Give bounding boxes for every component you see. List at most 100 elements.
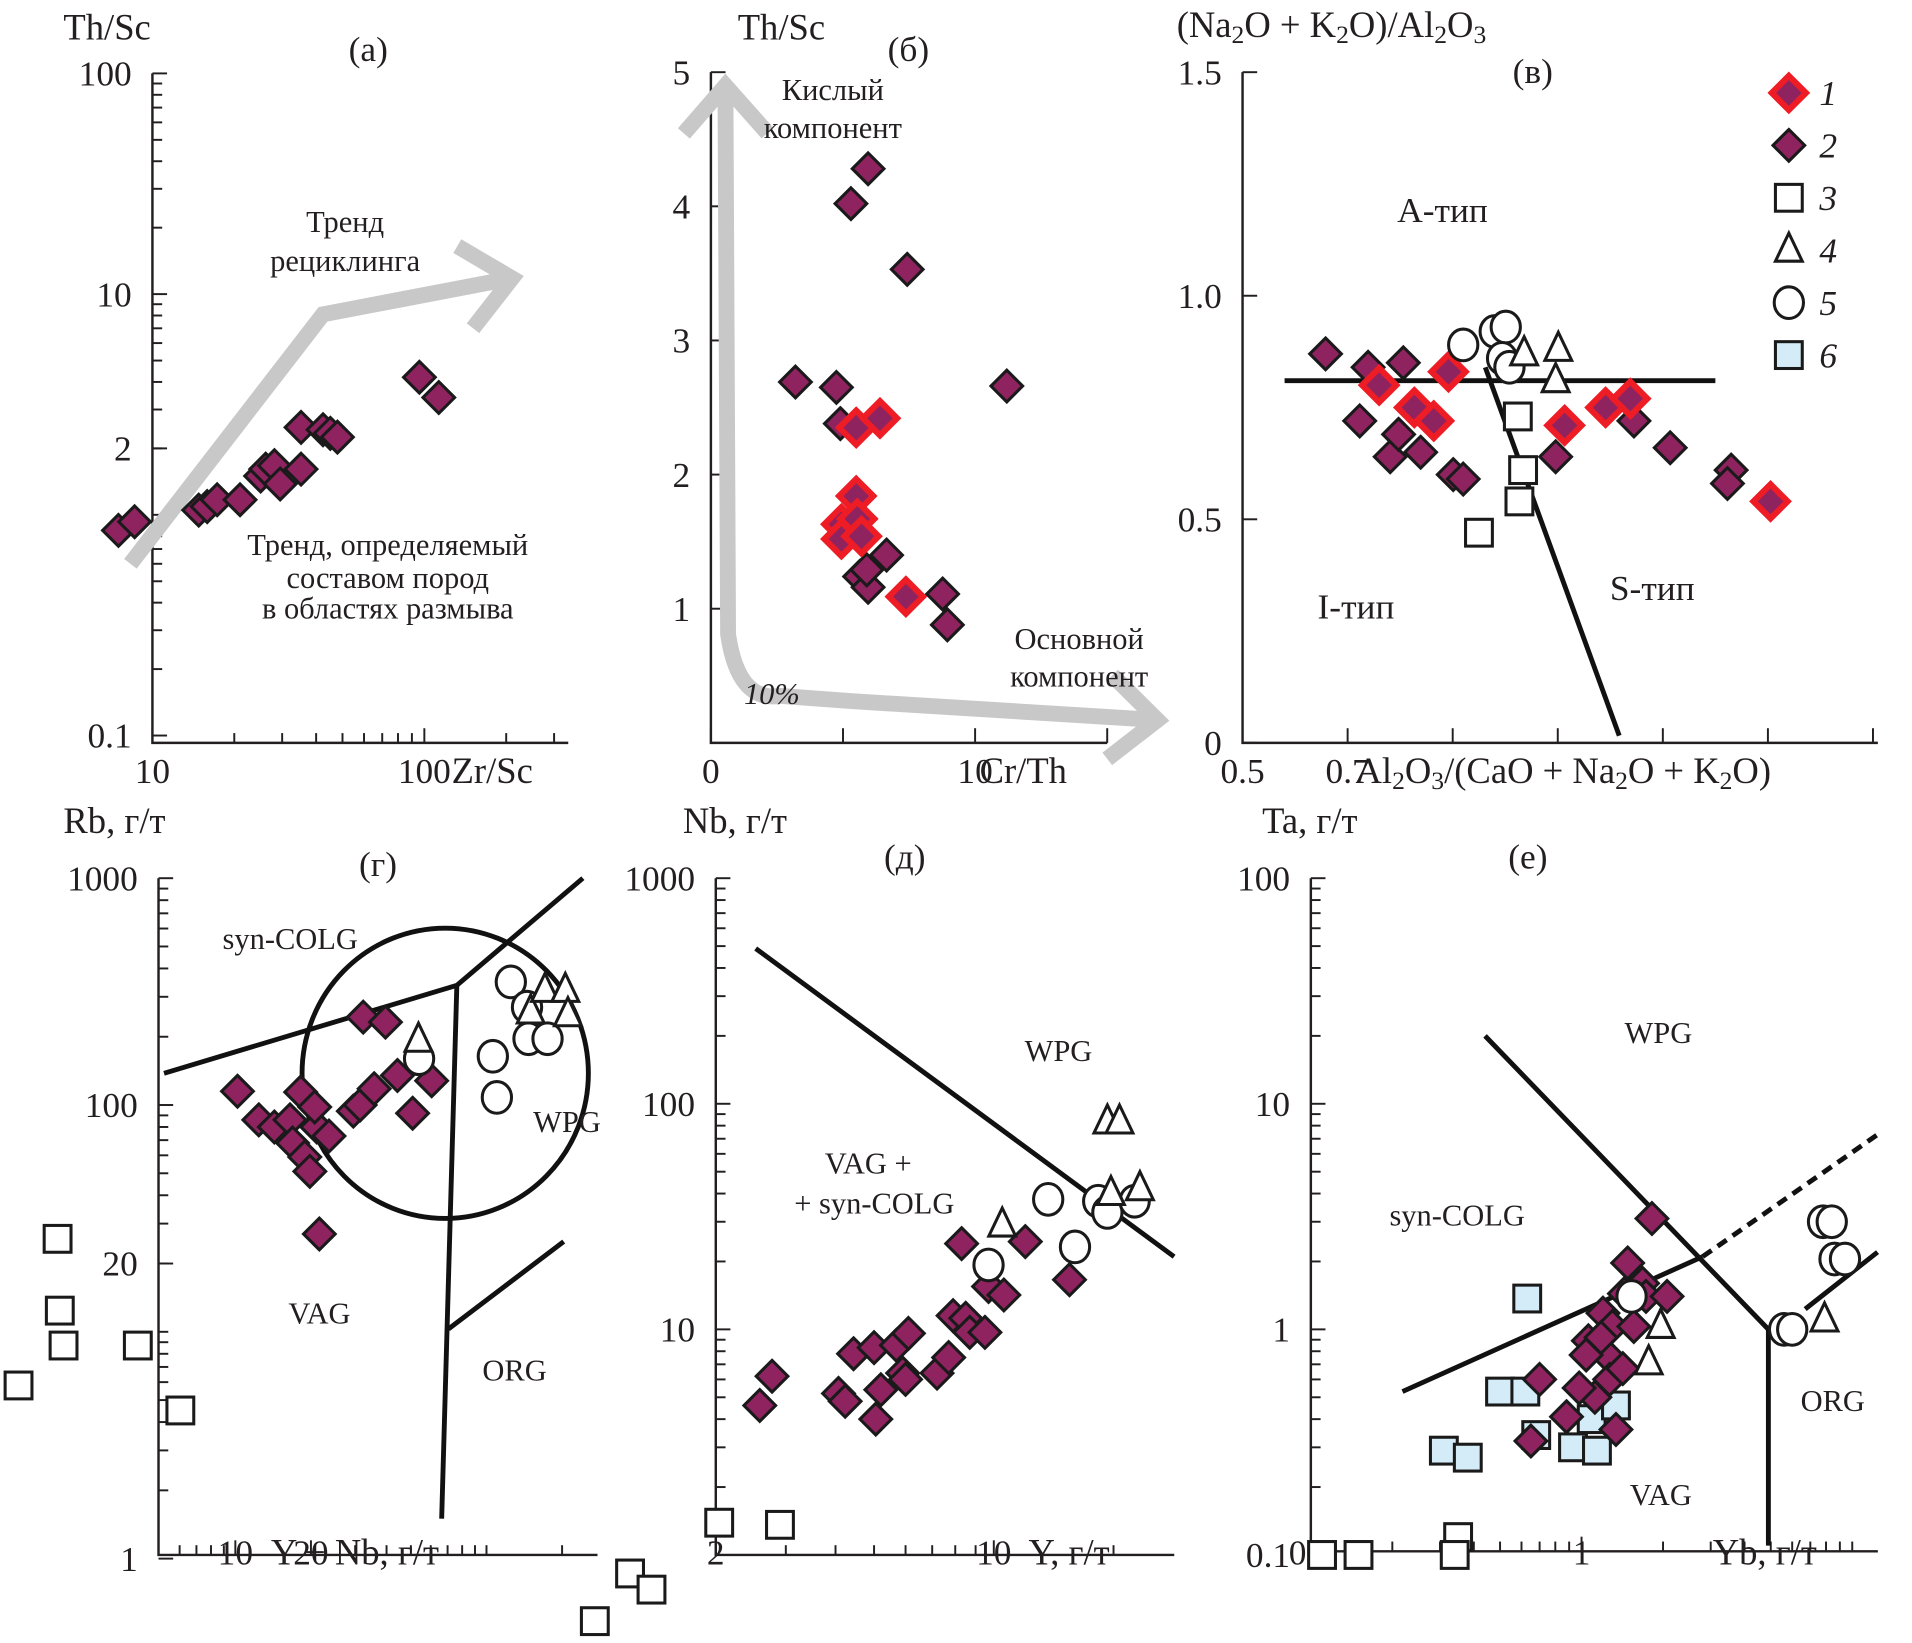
y-tick-label: 5 [672, 52, 690, 92]
data-point [1485, 1376, 1515, 1407]
data-point [1644, 1305, 1677, 1339]
data-point [1343, 1540, 1374, 1570]
data-point [827, 1383, 864, 1420]
x-tick-label: 10 [957, 751, 992, 791]
data-point [850, 150, 887, 187]
x-tick-label: 20 [293, 1533, 328, 1573]
series-4 [1632, 1299, 1841, 1376]
data-point [1543, 404, 1586, 447]
data-point [986, 1204, 1019, 1238]
data-point [943, 1225, 980, 1262]
y-tick-label: 1000 [67, 858, 138, 898]
data-point [857, 1401, 894, 1438]
data-point [1537, 438, 1574, 475]
y-tick-label: 1 [1272, 1310, 1290, 1350]
series-5 [1615, 1204, 1862, 1347]
percent-label: 10% [744, 677, 800, 711]
data-point [1051, 1261, 1088, 1298]
data-point [48, 1330, 79, 1361]
y-tick-label: 0.1 [87, 716, 131, 756]
data-point [966, 1314, 1003, 1351]
data-point [529, 969, 561, 1003]
x-tick-label: 0.7 [1326, 751, 1370, 791]
y-tick-label: 10 [1255, 1084, 1290, 1124]
data-point [1521, 1361, 1558, 1398]
data-point [420, 379, 457, 416]
recycling-trend-label: Тренд [306, 205, 384, 239]
data-point [222, 481, 259, 518]
data-point [165, 1395, 196, 1426]
y-tick-label: 10 [660, 1310, 695, 1350]
legend-marker-diamond [1770, 127, 1807, 164]
data-point [985, 1277, 1022, 1314]
y-axis-title: Th/Sc [738, 6, 825, 47]
legend: 1 2 3 4 5 6 [1767, 71, 1837, 375]
data-point [122, 1330, 153, 1361]
data-point [1489, 309, 1522, 345]
y-tick-label: 1000 [624, 858, 695, 898]
data-point [1508, 333, 1540, 367]
wpg-label: WPG [533, 1105, 601, 1139]
data-point [1512, 1283, 1543, 1314]
data-point [3, 1370, 34, 1401]
axes [157, 878, 598, 1557]
a-type-label: A-тип [1397, 190, 1488, 230]
axes [1241, 72, 1878, 745]
vag-label: VAG [288, 1296, 350, 1330]
x-axis-title: Al2O3/(CaO + Na2O + K2O) [1355, 750, 1771, 795]
x-axis-title: Y + Nb, г/т [271, 1532, 439, 1573]
data-point [1357, 363, 1401, 407]
data-point [1808, 1299, 1841, 1333]
data-point [858, 396, 902, 440]
data-point [1402, 434, 1439, 471]
data-point [514, 991, 547, 1025]
data-point [862, 1371, 899, 1408]
series-3 [3, 1223, 667, 1637]
data-point [1749, 480, 1792, 523]
series-3 [1307, 1522, 1474, 1570]
data-point [401, 359, 438, 396]
data-point [319, 419, 356, 456]
data-point [402, 1019, 435, 1053]
wpg-label: WPG [1625, 1016, 1693, 1050]
y-tick-label: 0.5 [1178, 499, 1222, 539]
mixing-curve-arrow [677, 73, 1170, 766]
data-point [1582, 1319, 1620, 1356]
legend-item: 4 [1773, 229, 1837, 270]
panel-b: 1 2 3 4 5 0 10 Th/Sc Cr/Th (б)Кислый компонент Осно… [672, 6, 1170, 791]
recycling-trend-label: рециклинга [270, 244, 420, 278]
data-point [1439, 1540, 1470, 1570]
data-point [929, 606, 966, 643]
data-point [1464, 517, 1494, 548]
data-point [1445, 461, 1482, 498]
panel-label: (б) [888, 29, 930, 69]
y-tick-label: 1.0 [1178, 276, 1222, 316]
panel-e: 1000 100 10 2 10 Nb, г/т Y, г/т (д) WPG VAG + + sy… [624, 800, 1176, 1573]
data-point [262, 465, 299, 502]
data-point [1652, 429, 1689, 466]
data-point [1539, 360, 1572, 394]
data-point [1058, 1229, 1092, 1265]
vag-syn-colg-label: + syn-COLG [794, 1187, 954, 1221]
syn-colg-label: syn-COLG [223, 922, 358, 956]
y-tick-label: 10 [96, 274, 131, 314]
data-point [889, 251, 926, 288]
data-point [1512, 1422, 1549, 1460]
legend-label: 6 [1819, 335, 1837, 375]
y-tick-label: 20 [102, 1244, 137, 1284]
data-point [494, 964, 527, 1000]
data-point [531, 1021, 564, 1057]
legend-item: 5 [1772, 283, 1837, 323]
y-tick-label: 100 [642, 1084, 695, 1124]
data-point [924, 575, 961, 612]
series-2 [100, 359, 457, 549]
data-point [818, 369, 855, 406]
y-axis-title: Rb, г/т [63, 800, 165, 841]
series-3 [1464, 401, 1539, 548]
i-type-label: I-тип [1318, 586, 1395, 626]
org-boundary [447, 1239, 566, 1331]
